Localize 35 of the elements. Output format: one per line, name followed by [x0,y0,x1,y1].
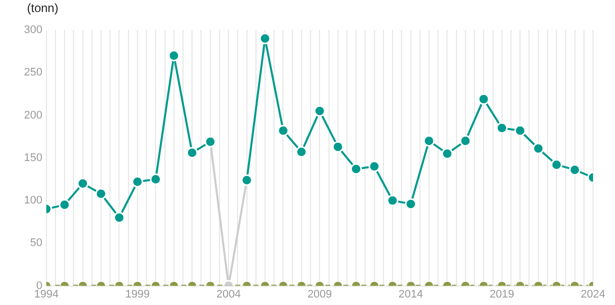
point [460,135,472,147]
point [132,176,144,188]
point [386,194,398,206]
y-tick-label: 50 [30,237,42,250]
x-tick-label: 2024 [580,288,606,300]
point [550,158,562,170]
point [514,124,526,136]
y-tick-label: 150 [24,152,42,164]
point [186,147,198,159]
point [569,164,581,176]
point [478,93,490,105]
x-tick-label: 2004 [216,288,241,300]
point [332,141,344,153]
point [95,188,107,200]
point [532,142,544,154]
point [296,146,308,158]
point [150,173,162,185]
point [77,178,89,190]
point [314,105,326,117]
point [368,160,380,172]
x-tick-label: 2009 [307,288,332,300]
x-tick-label: 1999 [125,288,150,300]
y-tick-label: 300 [24,24,42,36]
y-axis-title: (tonn) [27,1,58,15]
x-tick-label: 2019 [490,288,514,300]
point [496,122,508,134]
point [58,199,70,211]
point [423,135,435,147]
y-tick-label: 100 [24,194,42,207]
y-tick-label: 200 [24,109,42,122]
point [441,148,453,160]
point [350,163,362,175]
y-tick-label: 250 [24,66,42,79]
x-tick-label: 1994 [34,288,59,300]
x-tick-label: 2014 [398,288,424,300]
